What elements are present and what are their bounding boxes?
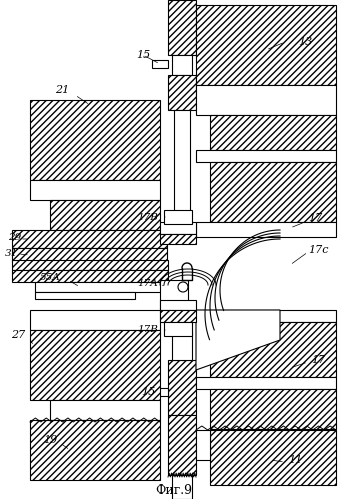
Text: Фиг.9: Фиг.9 <box>156 484 192 497</box>
Bar <box>160 222 196 234</box>
Bar <box>30 310 160 330</box>
Text: 13: 13 <box>298 37 312 47</box>
Bar <box>172 55 192 75</box>
Text: 55A: 55A <box>40 273 60 282</box>
Bar <box>12 260 168 270</box>
Bar <box>160 280 188 310</box>
Bar <box>50 400 160 420</box>
Text: 31: 31 <box>5 249 18 257</box>
Bar <box>30 420 160 480</box>
Text: 17c: 17c <box>308 245 328 255</box>
Bar <box>196 85 336 115</box>
Bar <box>35 282 165 292</box>
Bar <box>210 389 336 429</box>
Bar <box>30 330 160 400</box>
Text: 29: 29 <box>8 233 21 242</box>
Bar <box>152 388 168 396</box>
Bar <box>164 210 192 224</box>
Bar <box>196 430 210 460</box>
Bar <box>168 75 196 110</box>
Bar <box>12 230 167 248</box>
Bar <box>30 100 160 180</box>
Bar <box>196 377 336 389</box>
Bar <box>35 292 135 299</box>
Bar <box>210 430 336 485</box>
Bar <box>164 322 192 336</box>
Polygon shape <box>165 282 178 292</box>
Bar <box>196 150 336 162</box>
Bar <box>174 110 190 230</box>
Text: 17B: 17B <box>137 213 158 222</box>
Bar <box>168 360 196 415</box>
Bar <box>210 322 336 377</box>
Text: 11: 11 <box>288 455 302 465</box>
Polygon shape <box>196 310 280 370</box>
Bar <box>12 248 167 262</box>
Bar <box>168 0 196 55</box>
Bar <box>160 310 196 322</box>
Bar <box>196 222 336 237</box>
Bar <box>196 5 336 85</box>
Bar <box>160 234 196 244</box>
Bar <box>152 60 168 68</box>
Text: 21: 21 <box>55 85 69 95</box>
Bar <box>210 115 336 150</box>
Bar <box>50 200 160 230</box>
Bar <box>30 180 160 200</box>
Text: 19: 19 <box>43 435 57 445</box>
Bar <box>196 310 336 322</box>
Text: 17: 17 <box>311 355 325 365</box>
Bar <box>172 330 192 360</box>
Bar <box>168 415 196 475</box>
Bar <box>12 270 168 282</box>
Bar <box>160 300 196 310</box>
Text: 17B: 17B <box>137 325 158 334</box>
Text: 15: 15 <box>141 387 155 397</box>
Bar <box>172 475 192 499</box>
Text: 17A: 17A <box>137 279 158 288</box>
Text: 15: 15 <box>136 50 150 60</box>
Text: 17: 17 <box>308 213 322 223</box>
Bar <box>210 162 336 222</box>
Text: 27: 27 <box>11 330 25 340</box>
